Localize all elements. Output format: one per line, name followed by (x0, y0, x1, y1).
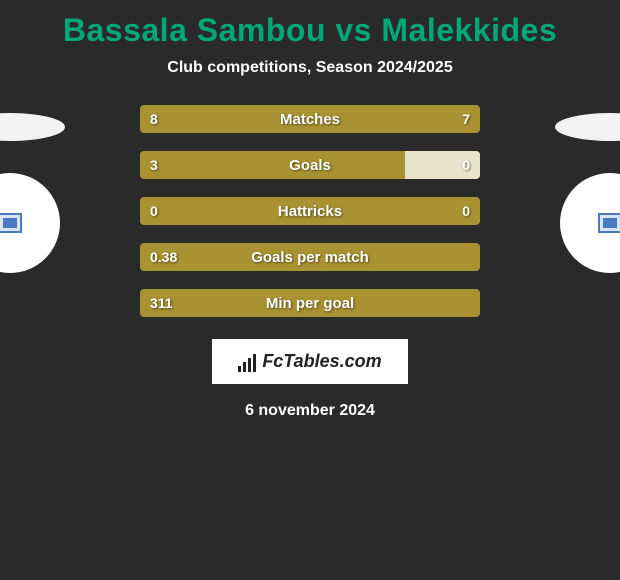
stat-row-min-per-goal: 311 Min per goal (140, 289, 480, 317)
date-label: 6 november 2024 (245, 402, 375, 420)
main-row: 8 Matches 7 3 Goals 0 0 Hattricks 0 (0, 105, 620, 317)
stat-label: Matches (140, 111, 480, 128)
stat-label: Goals (140, 157, 480, 174)
placeholder-image-icon (0, 213, 22, 233)
stat-row-goals-per-match: 0.38 Goals per match (140, 243, 480, 271)
left-player-badge (0, 113, 65, 141)
stat-label: Hattricks (140, 203, 480, 220)
stat-row-goals: 3 Goals 0 (140, 151, 480, 179)
brand-text: FcTables.com (262, 351, 381, 372)
stat-right-value: 0 (462, 203, 470, 219)
stat-label: Min per goal (140, 295, 480, 312)
placeholder-image-icon (598, 213, 620, 233)
brand-badge: FcTables.com (212, 339, 407, 384)
right-player-column (550, 105, 620, 273)
right-player-badge (555, 113, 620, 141)
left-player-avatar (0, 173, 60, 273)
widget-root: Bassala Sambou vs Malekkides Club compet… (0, 0, 620, 428)
page-title: Bassala Sambou vs Malekkides (0, 8, 620, 59)
bar-chart-icon (238, 352, 256, 372)
stat-bars: 8 Matches 7 3 Goals 0 0 Hattricks 0 (140, 105, 480, 317)
footer: FcTables.com 6 november 2024 (0, 339, 620, 420)
stat-label: Goals per match (140, 249, 480, 266)
right-player-avatar (560, 173, 620, 273)
left-player-column (0, 105, 70, 273)
stat-right-value: 0 (462, 157, 470, 173)
stat-right-value: 7 (462, 111, 470, 127)
stat-row-matches: 8 Matches 7 (140, 105, 480, 133)
subtitle: Club competitions, Season 2024/2025 (0, 59, 620, 77)
stat-row-hattricks: 0 Hattricks 0 (140, 197, 480, 225)
